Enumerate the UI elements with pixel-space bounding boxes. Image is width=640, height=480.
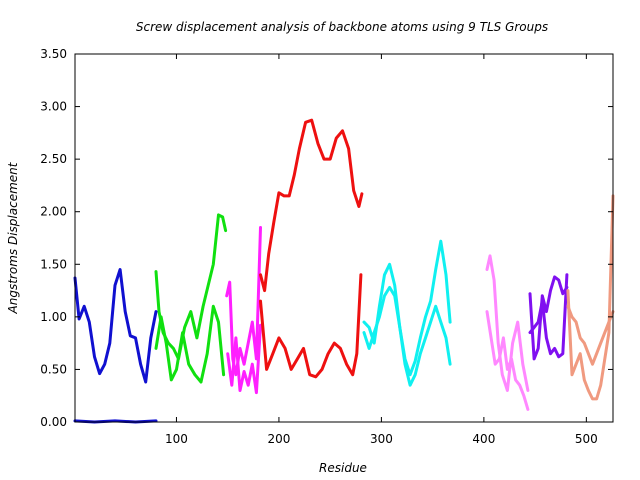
series-6-line-1 bbox=[485, 254, 530, 392]
series-7-line-1 bbox=[528, 275, 569, 361]
ticks-layer: 0.00 0.50 1.00 1.50 2.00 2.50 3.00 3.50 100 200 30… bbox=[40, 47, 613, 446]
series-layer bbox=[73, 118, 615, 424]
y-tick-label: 1.50 bbox=[40, 257, 67, 271]
series-1-line-1 bbox=[73, 268, 158, 384]
y-tick-label: 3.50 bbox=[40, 47, 67, 61]
series-4-line-2 bbox=[259, 273, 363, 379]
x-tick-label: 400 bbox=[472, 432, 495, 446]
series-5-line-1 bbox=[362, 239, 452, 377]
y-tick-label: 3.00 bbox=[40, 100, 67, 114]
y-tick-label: 0.00 bbox=[40, 415, 67, 429]
series-3-line-1 bbox=[225, 226, 262, 377]
chart-title: Screw displacement analysis of backbone … bbox=[136, 20, 548, 34]
series-2-line-2 bbox=[154, 304, 226, 384]
y-tick-label: 1.00 bbox=[40, 310, 67, 324]
x-axis-title: Residue bbox=[319, 461, 367, 475]
y-tick-label: 2.50 bbox=[40, 152, 67, 166]
series-7-line-2 bbox=[528, 273, 569, 359]
y-tick-label: 2.00 bbox=[40, 205, 67, 219]
y-tick-label: 0.50 bbox=[40, 362, 67, 376]
series-4-line-1 bbox=[259, 118, 364, 293]
series-3-line-2 bbox=[226, 323, 262, 395]
series-6-line-2 bbox=[485, 310, 530, 411]
series-8-line-1 bbox=[566, 194, 615, 401]
x-tick-label: 200 bbox=[267, 432, 290, 446]
series-5-line-2 bbox=[362, 285, 452, 387]
x-tick-label: 500 bbox=[575, 432, 598, 446]
series-8-line-2 bbox=[566, 304, 615, 366]
plot-frame bbox=[74, 53, 614, 423]
y-axis-title: Angstroms Displacement bbox=[6, 161, 20, 314]
x-tick-label: 300 bbox=[370, 432, 393, 446]
x-tick-label: 100 bbox=[165, 432, 188, 446]
